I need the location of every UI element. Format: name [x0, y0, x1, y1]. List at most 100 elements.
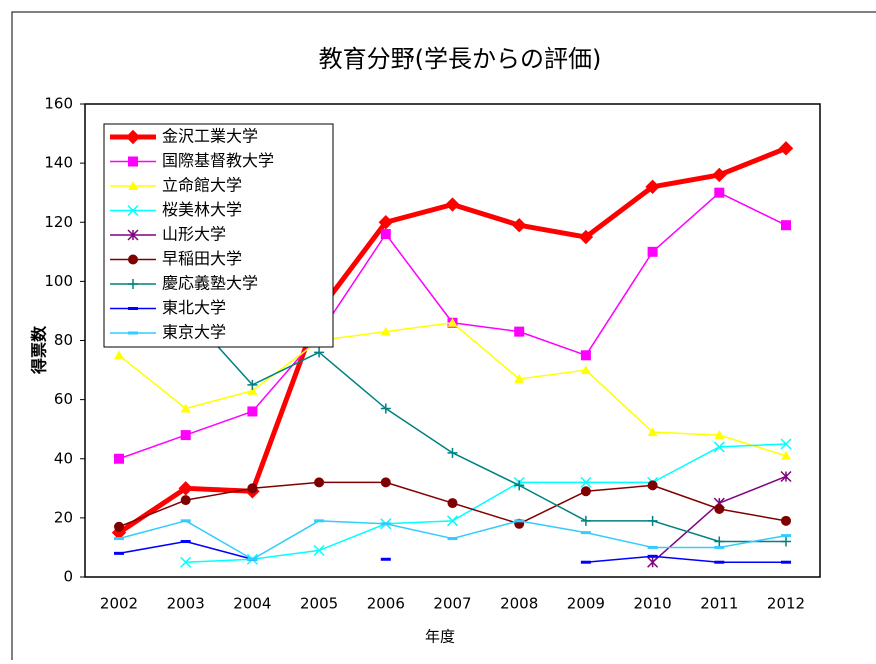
marker [380, 557, 391, 561]
y-axis-label: 得票数 [30, 325, 49, 375]
marker [447, 317, 458, 327]
marker [127, 229, 139, 241]
marker [128, 279, 138, 289]
marker [447, 498, 458, 509]
marker [714, 560, 725, 564]
marker [447, 447, 458, 458]
legend-label: 金沢工業大学 [162, 127, 258, 146]
marker [446, 515, 459, 527]
marker [580, 531, 591, 535]
marker [781, 220, 791, 231]
x-axis-label: 年度 [425, 628, 455, 646]
marker [647, 554, 658, 558]
legend-label: 立命館大学 [162, 176, 242, 195]
marker [647, 480, 658, 491]
marker [781, 560, 791, 564]
marker [180, 519, 191, 523]
x-tick-label: 2003 [167, 595, 205, 613]
x-tick-label: 2004 [233, 595, 271, 613]
marker [114, 350, 124, 360]
x-tick-label: 2005 [300, 595, 338, 613]
marker [714, 536, 725, 547]
y-tick-label: 40 [54, 449, 73, 467]
marker [247, 379, 258, 390]
marker [180, 403, 191, 413]
marker [647, 427, 658, 437]
marker [781, 534, 791, 538]
marker [380, 326, 391, 336]
marker [247, 406, 258, 417]
legend-label: 慶応義塾大学 [162, 274, 258, 293]
marker [247, 483, 258, 494]
marker [314, 519, 325, 523]
marker [128, 156, 138, 167]
marker [514, 373, 525, 383]
marker [114, 551, 124, 555]
y-tick-label: 160 [44, 95, 73, 113]
marker [647, 545, 658, 549]
marker [514, 480, 525, 491]
marker [714, 504, 725, 515]
legend-label: 桜美林大学 [162, 200, 242, 219]
marker [180, 430, 191, 441]
legend-label: 国際基督教大学 [162, 151, 274, 170]
marker [114, 453, 124, 464]
y-tick-label: 140 [44, 154, 73, 172]
marker [447, 537, 458, 541]
y-tick-label: 120 [44, 213, 73, 231]
x-tick-label: 2008 [500, 595, 538, 613]
marker [127, 204, 139, 217]
marker [580, 365, 591, 375]
marker [378, 215, 393, 230]
marker [180, 495, 191, 506]
legend-label: 東北大学 [162, 298, 226, 317]
marker [380, 403, 391, 414]
marker [645, 179, 660, 194]
marker [180, 556, 192, 568]
marker [125, 129, 141, 145]
marker [247, 557, 258, 561]
marker [114, 521, 124, 532]
x-tick-label: 2007 [433, 595, 471, 613]
y-tick-label: 20 [54, 508, 73, 526]
x-tick-label: 2012 [767, 595, 805, 613]
marker [314, 347, 325, 358]
x-tick-label: 2010 [634, 595, 672, 613]
marker [380, 477, 391, 488]
y-tick-label: 80 [54, 331, 73, 349]
y-tick-label: 100 [44, 272, 73, 290]
marker [778, 141, 794, 156]
marker [714, 545, 725, 549]
x-tick-label: 2009 [567, 595, 605, 613]
marker [647, 515, 658, 526]
marker [712, 167, 727, 183]
y-tick-label: 60 [54, 390, 73, 408]
chart-title: 教育分野(学長からの評価) [319, 45, 602, 73]
marker [580, 476, 592, 488]
marker [781, 515, 791, 526]
marker [514, 519, 525, 523]
marker [780, 470, 792, 483]
marker [380, 522, 391, 526]
marker [647, 556, 659, 568]
legend-label: 東京大学 [162, 323, 226, 342]
marker [714, 430, 725, 440]
marker [512, 218, 527, 233]
marker [445, 197, 460, 212]
marker [247, 385, 258, 395]
legend-label: 山形大学 [162, 225, 226, 244]
marker [178, 481, 193, 496]
marker [313, 544, 325, 556]
marker [578, 229, 594, 245]
marker [580, 515, 591, 526]
series-line [185, 443, 787, 563]
x-tick-label: 2006 [367, 595, 405, 613]
marker [780, 438, 792, 450]
marker [781, 536, 791, 547]
marker [114, 537, 124, 541]
marker [380, 229, 391, 240]
marker [314, 477, 325, 488]
marker [580, 350, 591, 361]
x-tick-label: 2011 [700, 595, 738, 613]
